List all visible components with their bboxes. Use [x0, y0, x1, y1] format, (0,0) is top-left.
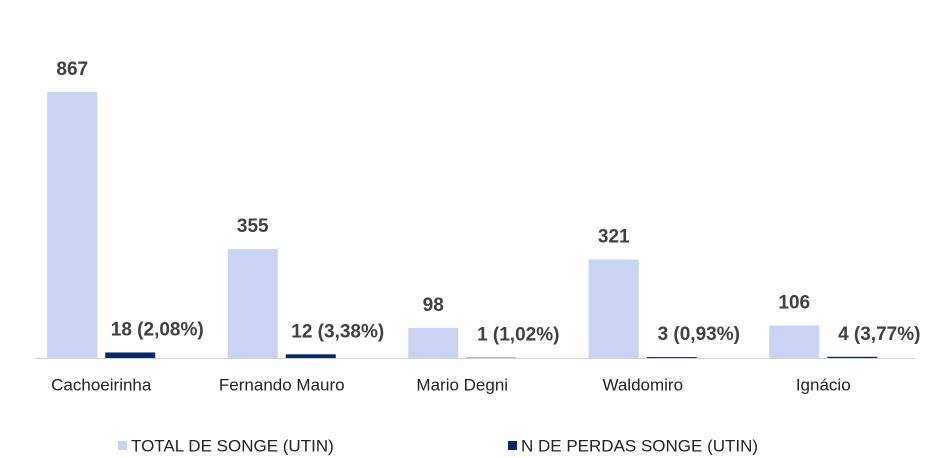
bar [227, 249, 278, 358]
bar [285, 354, 336, 358]
data-label: 98 [423, 295, 444, 316]
legend-swatch [118, 441, 127, 450]
bar [769, 325, 820, 358]
data-label: 867 [56, 59, 88, 80]
data-label: 321 [598, 227, 630, 248]
legend-label: N DE PERDAS SONGE (UTIN) [521, 436, 758, 455]
bar [646, 357, 697, 358]
data-label: 1 (1,02%) [477, 325, 559, 346]
data-label: 3 (0,93%) [658, 324, 740, 345]
bar [827, 356, 878, 358]
bar [588, 259, 639, 358]
data-label: 18 (2,08%) [111, 319, 204, 340]
bar [105, 352, 156, 358]
bar [47, 92, 98, 358]
x-tick-label: Waldomiro [602, 375, 683, 394]
data-label: 106 [778, 292, 810, 313]
x-tick-label: Fernando Mauro [219, 375, 345, 394]
data-label: 355 [237, 216, 269, 237]
legend-swatch [508, 441, 517, 450]
x-tick-label: Cachoeirinha [51, 375, 152, 394]
legend-label: TOTAL DE SONGE (UTIN) [131, 436, 334, 455]
data-label: 4 (3,77%) [838, 324, 920, 345]
x-tick-label: Ignácio [796, 375, 851, 394]
x-tick-label: Mario Degni [416, 375, 508, 394]
bar [408, 327, 459, 358]
data-label: 12 (3,38%) [291, 321, 384, 342]
